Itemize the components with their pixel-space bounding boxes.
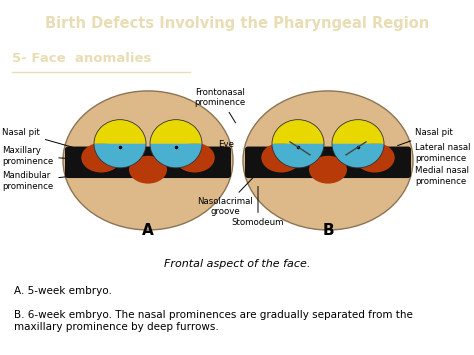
Wedge shape (332, 144, 384, 168)
Text: Mandibular
prominence: Mandibular prominence (2, 171, 69, 191)
Text: Nasal pit: Nasal pit (2, 128, 77, 148)
Ellipse shape (355, 143, 395, 173)
Ellipse shape (309, 156, 347, 184)
Text: 5- Face  anomalies: 5- Face anomalies (12, 52, 151, 65)
Text: Birth Defects Involving the Pharyngeal Region: Birth Defects Involving the Pharyngeal R… (45, 16, 429, 31)
Text: Eye: Eye (209, 140, 234, 149)
Text: A: A (142, 223, 154, 237)
Wedge shape (150, 120, 202, 144)
Text: Frontonasal
prominence: Frontonasal prominence (194, 88, 246, 123)
Ellipse shape (63, 91, 233, 230)
Text: Lateral nasal
prominence: Lateral nasal prominence (398, 143, 471, 163)
Wedge shape (150, 144, 202, 168)
Text: B: B (322, 223, 334, 237)
Text: Frontal aspect of the face.: Frontal aspect of the face. (164, 259, 310, 269)
Ellipse shape (175, 143, 215, 173)
Wedge shape (94, 120, 146, 144)
Wedge shape (94, 144, 146, 168)
Ellipse shape (261, 143, 301, 173)
Text: Maxillary
prominence: Maxillary prominence (2, 146, 67, 165)
Text: Medial nasal
prominence: Medial nasal prominence (398, 166, 469, 186)
Text: Stomodeum: Stomodeum (232, 186, 284, 227)
Wedge shape (272, 120, 324, 144)
Ellipse shape (81, 143, 121, 173)
Text: Nasal pit: Nasal pit (398, 128, 453, 146)
Ellipse shape (243, 91, 413, 230)
FancyBboxPatch shape (65, 147, 231, 178)
FancyBboxPatch shape (245, 147, 411, 178)
Ellipse shape (129, 156, 167, 184)
Text: A. 5-week embryo.: A. 5-week embryo. (14, 286, 112, 296)
Wedge shape (272, 144, 324, 168)
Text: B. 6-week embryo. The nasal prominences are gradually separated from the
maxilla: B. 6-week embryo. The nasal prominences … (14, 310, 413, 332)
Text: Nasolacrimal
groove: Nasolacrimal groove (197, 175, 256, 217)
Wedge shape (332, 120, 384, 144)
